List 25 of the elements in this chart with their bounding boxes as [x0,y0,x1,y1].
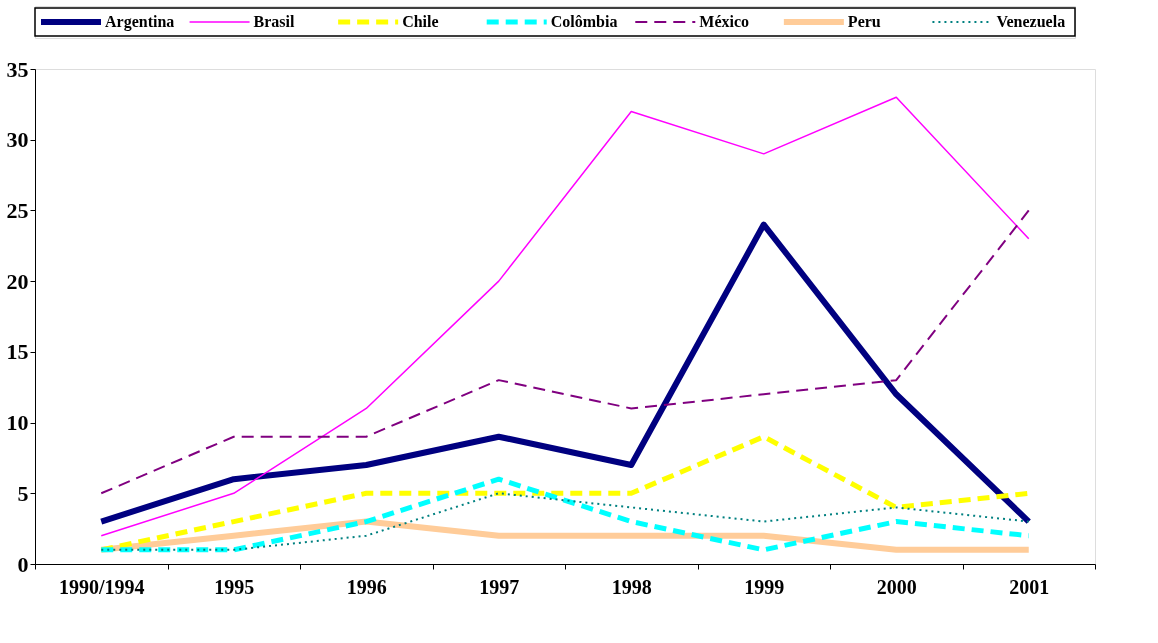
legend-label: México [699,13,750,30]
y-tick-label: 30 [6,127,29,153]
x-tick-label: 1998 [611,575,652,598]
x-tick-label: 1997 [479,575,520,598]
legend-label: Argentina [105,13,175,31]
y-tick-label: 15 [6,339,29,365]
legend-label: Colômbia [550,13,618,30]
x-tick-label: 1996 [346,575,387,598]
line-series [100,96,1030,537]
y-tick-label: 35 [6,56,29,82]
y-tick-label: 5 [17,480,29,506]
y-tick-label: 10 [6,410,29,436]
x-tick-label: 2000 [876,575,917,598]
line-series [100,492,1030,551]
y-tick-label: 20 [6,268,29,294]
x-tick-label: 1995 [214,575,255,598]
legend-label: Peru [847,13,881,30]
x-tick-label: 1990/1994 [58,575,145,598]
legend-label: Venezuela [996,13,1066,30]
y-tick-label: 25 [6,197,29,223]
x-tick-label: 1999 [744,575,785,598]
legend-label: Brasil [253,13,296,30]
x-tick-label: 2001 [1009,575,1050,598]
legend-label: Chile [402,13,439,30]
y-tick-label: 0 [17,551,29,577]
